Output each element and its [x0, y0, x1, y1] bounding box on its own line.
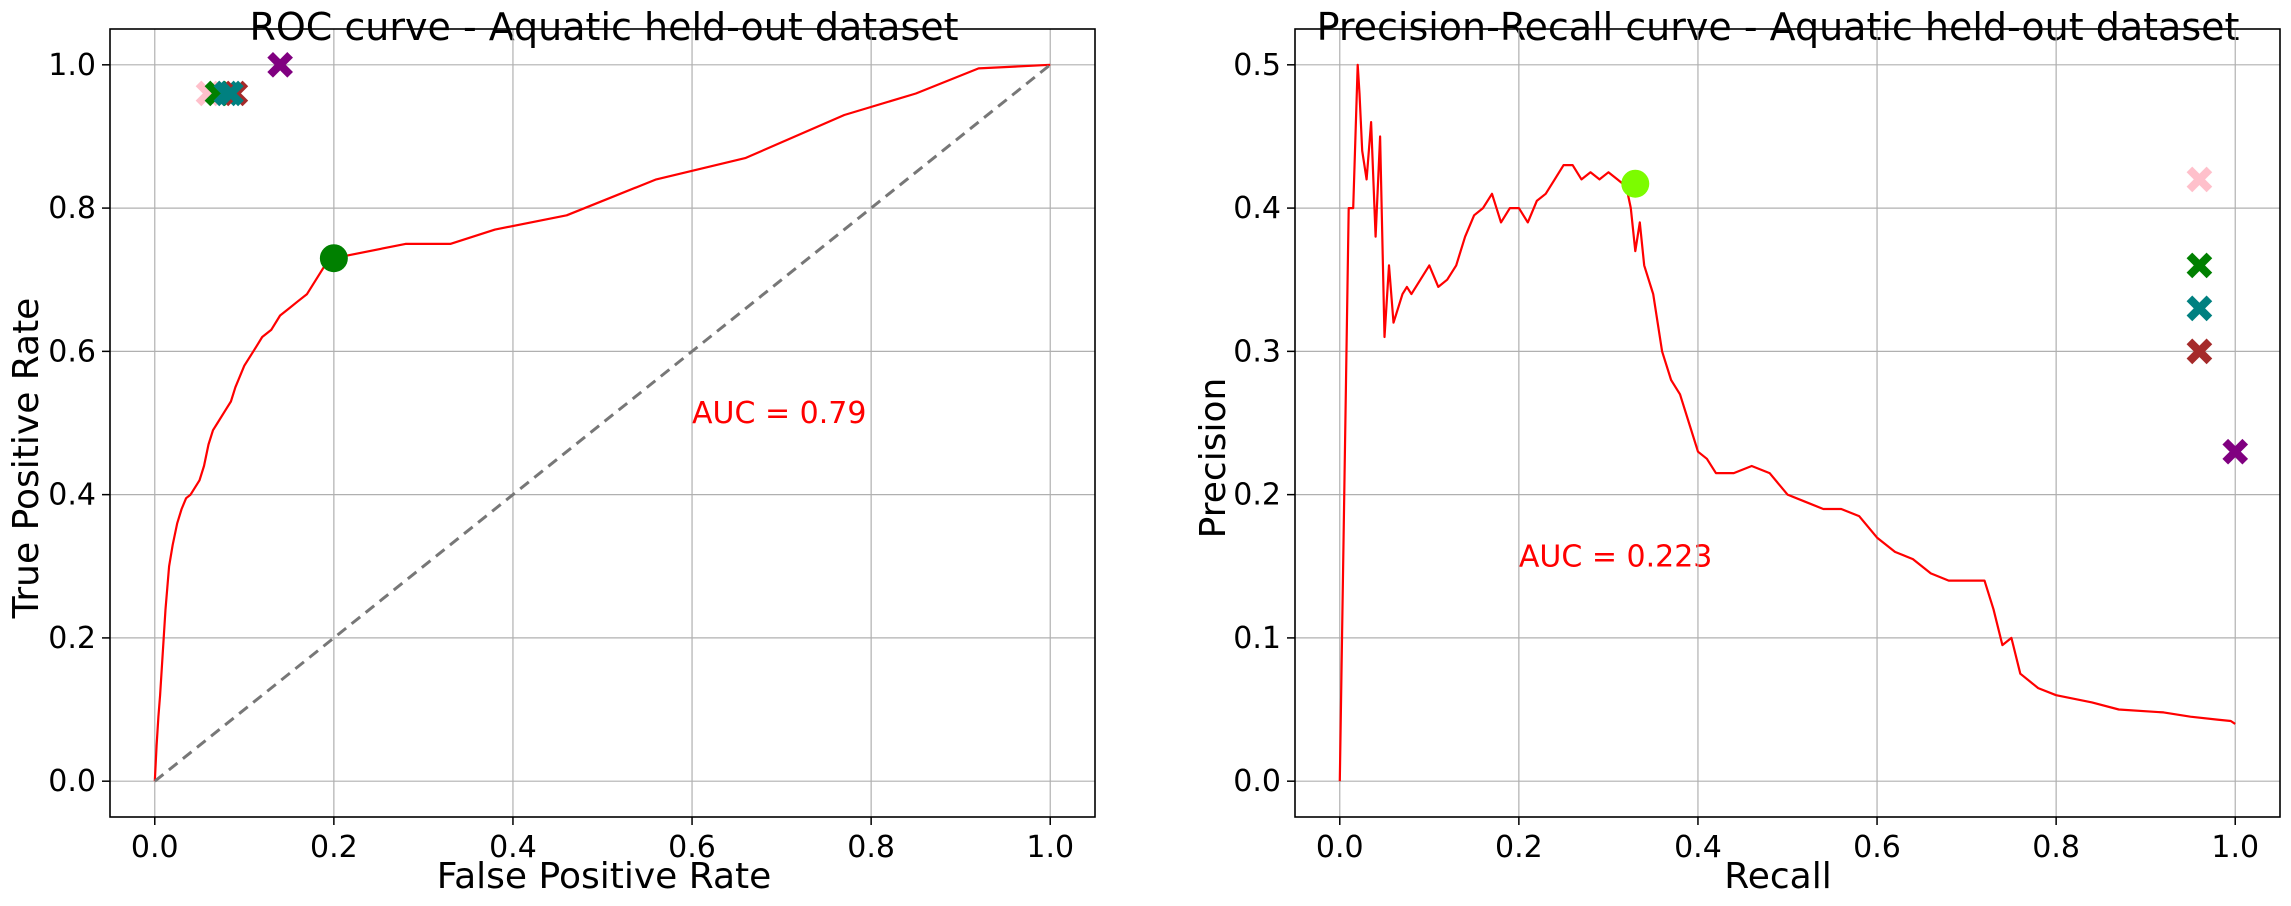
roc-ytick-label: 0.4	[48, 478, 96, 513]
pr-title: Precision-Recall curve - Aquatic held-ou…	[1317, 5, 2240, 49]
pr-cross-marker	[2186, 338, 2213, 365]
pr-xlabel: Recall	[1724, 856, 1831, 897]
pr-cross-marker	[2186, 295, 2213, 322]
pr-cross-stroke	[2186, 295, 2213, 322]
roc-xtick-label: 0.4	[489, 830, 537, 865]
roc-xtick-label: 1.0	[1026, 830, 1074, 865]
pr-xtick-label: 1.0	[2211, 830, 2259, 865]
roc-xlabel: False Positive Rate	[437, 856, 772, 897]
pr-xtick-label: 0.2	[1495, 830, 1543, 865]
pr-ylabel: Precision	[1193, 378, 1234, 539]
pr-xtick-label: 0.0	[1316, 830, 1364, 865]
pr-ytick-label: 0.0	[1233, 764, 1281, 799]
roc-ylabel: True Positive Rate	[6, 298, 47, 620]
pr-curve-line	[1338, 63, 2236, 782]
pr-cross-stroke	[2186, 338, 2213, 365]
roc-cross-marker	[267, 51, 293, 78]
roc-xtick-label: 0.6	[668, 830, 716, 865]
roc-title: ROC curve - Aquatic held-out dataset	[249, 5, 958, 49]
roc-cross-marker	[218, 80, 244, 107]
roc-ytick-label: 0.0	[48, 764, 96, 799]
pr-cross-stroke	[2222, 438, 2249, 465]
pr-cross-stroke	[2186, 166, 2213, 193]
roc-ytick-label: 1.0	[48, 48, 96, 83]
pr-cross-marker	[2186, 252, 2213, 279]
pr-ytick-label: 0.3	[1233, 334, 1281, 369]
pr-panel: Precision-Recall curve - Aquatic held-ou…	[1193, 5, 2281, 897]
roc-panel: ROC curve - Aquatic held-out dataset Fal…	[6, 5, 1096, 897]
pr-cross-stroke	[2186, 252, 2213, 279]
pr-xtick-label: 0.4	[1674, 830, 1722, 865]
pr-ytick-label: 0.5	[1233, 48, 1281, 83]
pr-ytick-label: 0.4	[1233, 191, 1281, 226]
pr-ytick-label: 0.1	[1233, 621, 1281, 656]
roc-curve-line	[153, 63, 1051, 782]
roc-xtick-label: 0.2	[310, 830, 358, 865]
pr-axes-frame	[1294, 28, 2281, 818]
pr-grid	[1295, 29, 2280, 817]
roc-ytick-label: 0.8	[48, 191, 96, 226]
roc-grid	[110, 29, 1095, 817]
pr-cross-marker	[2222, 438, 2249, 465]
roc-ytick-label: 0.2	[48, 621, 96, 656]
pr-xtick-label: 0.8	[2032, 830, 2080, 865]
pr-threshold-point	[1621, 169, 1650, 198]
roc-cross-stroke	[267, 51, 293, 78]
roc-chance-line	[153, 63, 1052, 783]
roc-xtick-label: 0.0	[131, 830, 179, 865]
roc-xtick-label: 0.8	[847, 830, 895, 865]
pr-xtick-label: 0.6	[1853, 830, 1901, 865]
pr-auc-annotation: AUC = 0.223	[1519, 539, 1713, 574]
roc-threshold-point	[319, 244, 348, 273]
pr-cross-marker	[2186, 166, 2213, 193]
roc-cross-stroke	[218, 80, 244, 107]
roc-axes-frame	[109, 28, 1096, 818]
roc-auc-annotation: AUC = 0.79	[692, 396, 866, 431]
roc-ytick-label: 0.6	[48, 334, 96, 369]
pr-ytick-label: 0.2	[1233, 478, 1281, 513]
